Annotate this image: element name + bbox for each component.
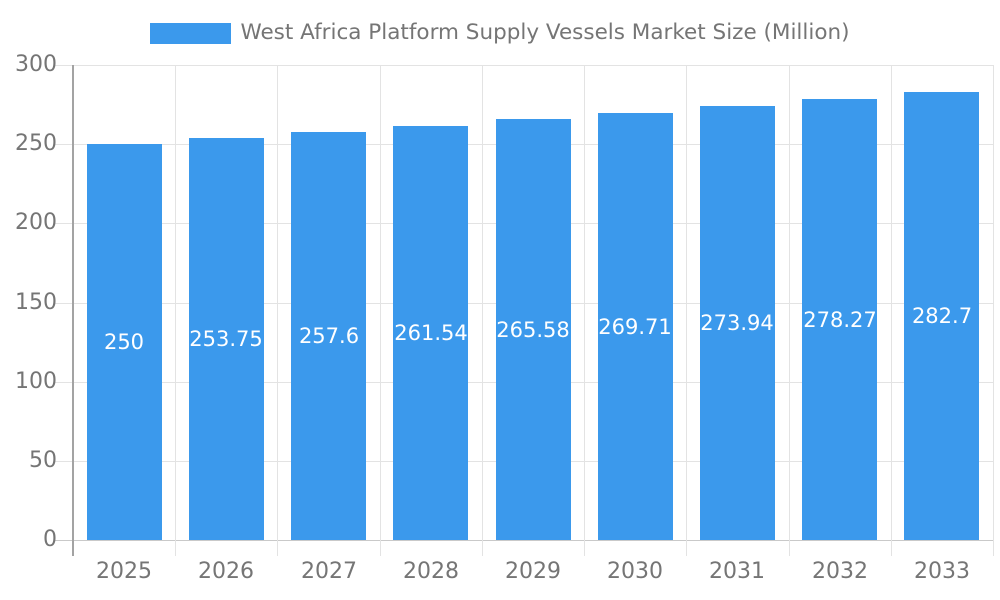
bar-2027[interactable] [291, 132, 366, 540]
bar-2026[interactable] [189, 138, 264, 540]
horizontal-gridline [55, 65, 993, 66]
vertical-gridline [175, 65, 176, 556]
bar-value-label: 265.58 [496, 318, 570, 342]
x-axis-tick-label: 2031 [709, 559, 765, 584]
bar-2028[interactable] [393, 126, 468, 540]
legend-item-market-size[interactable]: West Africa Platform Supply Vessels Mark… [150, 20, 850, 45]
bar-2033[interactable] [904, 92, 979, 540]
y-axis-tick-label: 50 [29, 448, 57, 473]
y-axis-tick-label: 100 [15, 369, 57, 394]
bar-2030[interactable] [598, 113, 673, 540]
chart-legend: West Africa Platform Supply Vessels Mark… [0, 22, 1000, 44]
bar-value-label: 257.6 [298, 324, 360, 348]
x-axis-tick-label: 2028 [403, 559, 459, 584]
vertical-gridline [277, 65, 278, 556]
x-axis-tick-label: 2027 [301, 559, 357, 584]
y-axis-tick-label: 300 [15, 52, 57, 77]
bar-value-label: 261.54 [394, 321, 468, 345]
x-axis-line [55, 540, 993, 541]
vertical-gridline [482, 65, 483, 556]
y-axis-tick-label: 250 [15, 131, 57, 156]
legend-color-swatch-icon [150, 22, 232, 44]
x-axis-tick-label: 2032 [812, 559, 868, 584]
x-axis-tick-label: 2033 [914, 559, 970, 584]
x-axis-tick-label: 2030 [607, 559, 663, 584]
y-axis-tick-label: 200 [15, 210, 57, 235]
bar-value-label: 250 [103, 330, 145, 354]
y-axis-line [72, 65, 74, 556]
y-axis-tick-label: 0 [43, 527, 57, 552]
bar-2032[interactable] [802, 99, 877, 540]
bar-2025[interactable] [87, 144, 162, 540]
bar-value-label: 278.27 [803, 308, 877, 332]
vertical-gridline [789, 65, 790, 556]
bar-value-label: 273.94 [700, 311, 774, 335]
bar-value-label: 269.71 [598, 315, 672, 339]
x-axis-tick-label: 2029 [505, 559, 561, 584]
bar-2031[interactable] [700, 106, 775, 540]
vertical-gridline [993, 65, 994, 556]
vertical-gridline [584, 65, 585, 556]
vertical-gridline [891, 65, 892, 556]
bar-value-label: 253.75 [189, 327, 263, 351]
bar-2029[interactable] [496, 119, 571, 540]
legend-label: West Africa Platform Supply Vessels Mark… [240, 20, 850, 45]
vertical-gridline [380, 65, 381, 556]
bar-value-label: 282.7 [911, 304, 973, 328]
vertical-gridline [686, 65, 687, 556]
x-axis-tick-label: 2026 [198, 559, 254, 584]
x-axis-tick-label: 2025 [96, 559, 152, 584]
y-axis-tick-label: 150 [15, 290, 57, 315]
